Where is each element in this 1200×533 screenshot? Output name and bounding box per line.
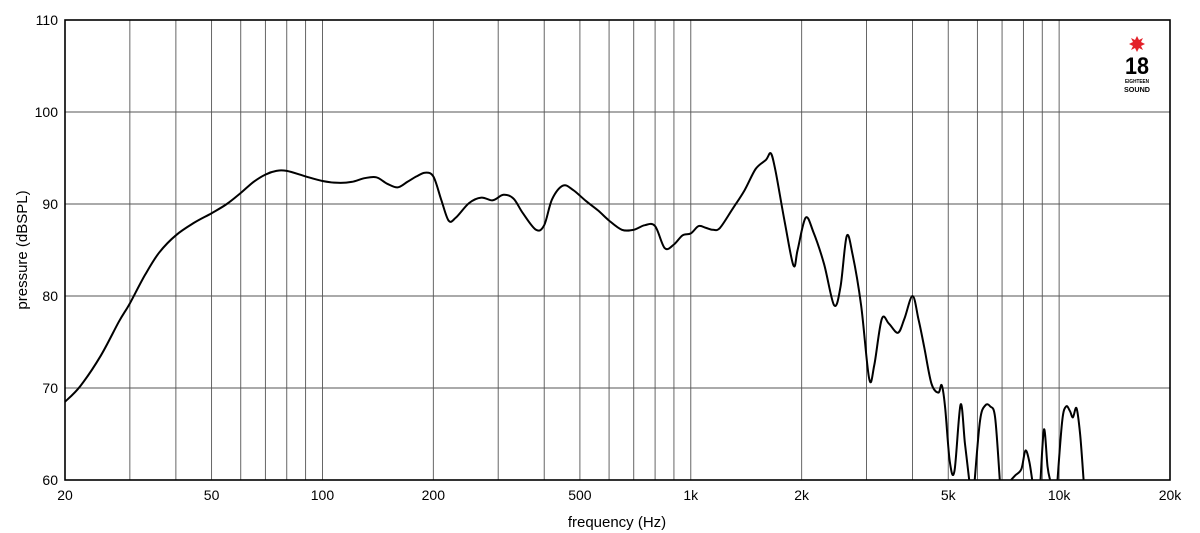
x-tick-labels: 20 50 100 200 500 1k 2k 5k 10k 20k bbox=[57, 487, 1182, 503]
y-axis-label: pressure (dBSPL) bbox=[14, 190, 31, 309]
plot-frame bbox=[64, 19, 1171, 481]
y-tick-labels: 60 70 80 90 100 110 bbox=[35, 12, 59, 488]
eighteen-sound-logo: 18 EIGHTEEN SOUND bbox=[1124, 36, 1151, 94]
x-tick-label: 5k bbox=[941, 487, 957, 503]
logo-number: 18 bbox=[1125, 53, 1149, 80]
response-curve-segment bbox=[1039, 428, 1052, 481]
star-icon bbox=[1129, 36, 1145, 52]
response-curve-segment bbox=[64, 151, 971, 481]
x-tick-label: 200 bbox=[422, 487, 446, 503]
x-tick-label: 10k bbox=[1048, 487, 1072, 503]
x-tick-label: 20k bbox=[1159, 487, 1183, 503]
y-tick-label: 100 bbox=[35, 104, 59, 120]
x-tick-label: 50 bbox=[204, 487, 220, 503]
y-tick-label: 70 bbox=[42, 380, 58, 396]
x-axis-label: frequency (Hz) bbox=[568, 514, 666, 531]
response-curve-segment bbox=[1010, 449, 1034, 481]
y-tick-label: 60 bbox=[42, 472, 58, 488]
x-tick-label: 2k bbox=[794, 487, 810, 503]
y-tick-label: 80 bbox=[42, 288, 58, 304]
response-curve-segment bbox=[973, 403, 1001, 481]
x-tick-label: 100 bbox=[311, 487, 335, 503]
vertical-gridlines bbox=[129, 20, 1060, 480]
logo-line1: EIGHTEEN bbox=[1125, 79, 1149, 85]
response-curve-segment bbox=[1056, 405, 1085, 481]
x-tick-label: 500 bbox=[568, 487, 592, 503]
x-tick-label: 20 bbox=[57, 487, 73, 503]
logo-line2: SOUND bbox=[1124, 85, 1151, 94]
x-tick-label: 1k bbox=[683, 487, 699, 503]
frequency-response-curve bbox=[64, 151, 1085, 481]
horizontal-gridlines bbox=[65, 19, 1170, 481]
y-tick-label: 110 bbox=[36, 12, 59, 28]
y-tick-label: 90 bbox=[42, 196, 58, 212]
